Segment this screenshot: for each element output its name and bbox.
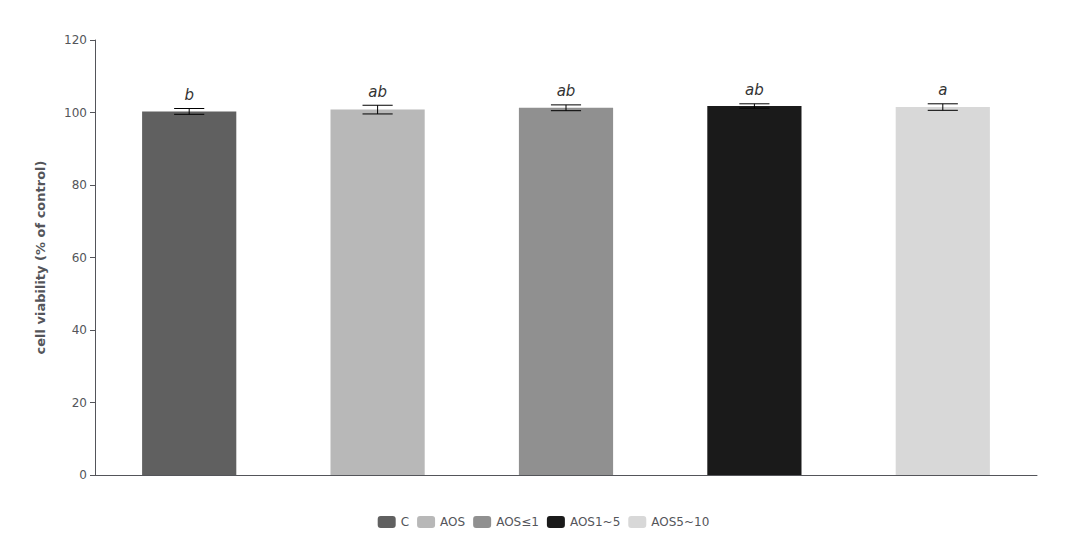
svg-text:100: 100 [64,106,87,120]
svg-text:a: a [938,81,947,99]
svg-text:ab: ab [368,83,387,101]
svg-text:AOS≤1: AOS≤1 [496,515,539,529]
svg-text:80: 80 [72,178,87,192]
svg-text:AOS5~10: AOS5~10 [651,515,709,529]
svg-text:0: 0 [79,468,87,482]
svg-text:40: 40 [72,323,87,337]
svg-text:20: 20 [72,396,87,410]
svg-text:60: 60 [72,251,87,265]
svg-text:cell viability (% of control): cell viability (% of control) [33,160,48,354]
svg-text:120: 120 [64,33,87,47]
svg-text:C: C [401,515,409,529]
svg-text:AOS1~5: AOS1~5 [570,515,620,529]
svg-text:AOS: AOS [440,515,465,529]
svg-text:b: b [184,86,194,104]
svg-text:ab: ab [557,82,576,100]
svg-text:ab: ab [745,81,764,99]
